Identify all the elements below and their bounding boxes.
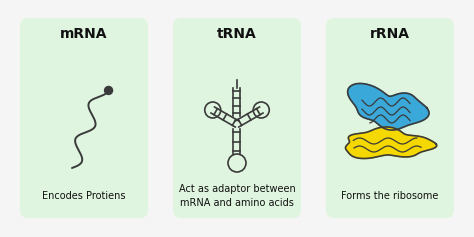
Circle shape (105, 87, 112, 95)
Text: Act as adaptor between
mRNA and amino acids: Act as adaptor between mRNA and amino ac… (179, 184, 295, 208)
Text: tRNA: tRNA (217, 27, 257, 41)
FancyBboxPatch shape (173, 18, 301, 218)
Polygon shape (347, 83, 429, 130)
Text: Encodes Protiens: Encodes Protiens (42, 191, 126, 201)
Text: mRNA: mRNA (60, 27, 108, 41)
Text: Forms the ribosome: Forms the ribosome (341, 191, 439, 201)
FancyBboxPatch shape (20, 18, 148, 218)
Text: rRNA: rRNA (370, 27, 410, 41)
Polygon shape (346, 127, 437, 159)
FancyBboxPatch shape (326, 18, 454, 218)
